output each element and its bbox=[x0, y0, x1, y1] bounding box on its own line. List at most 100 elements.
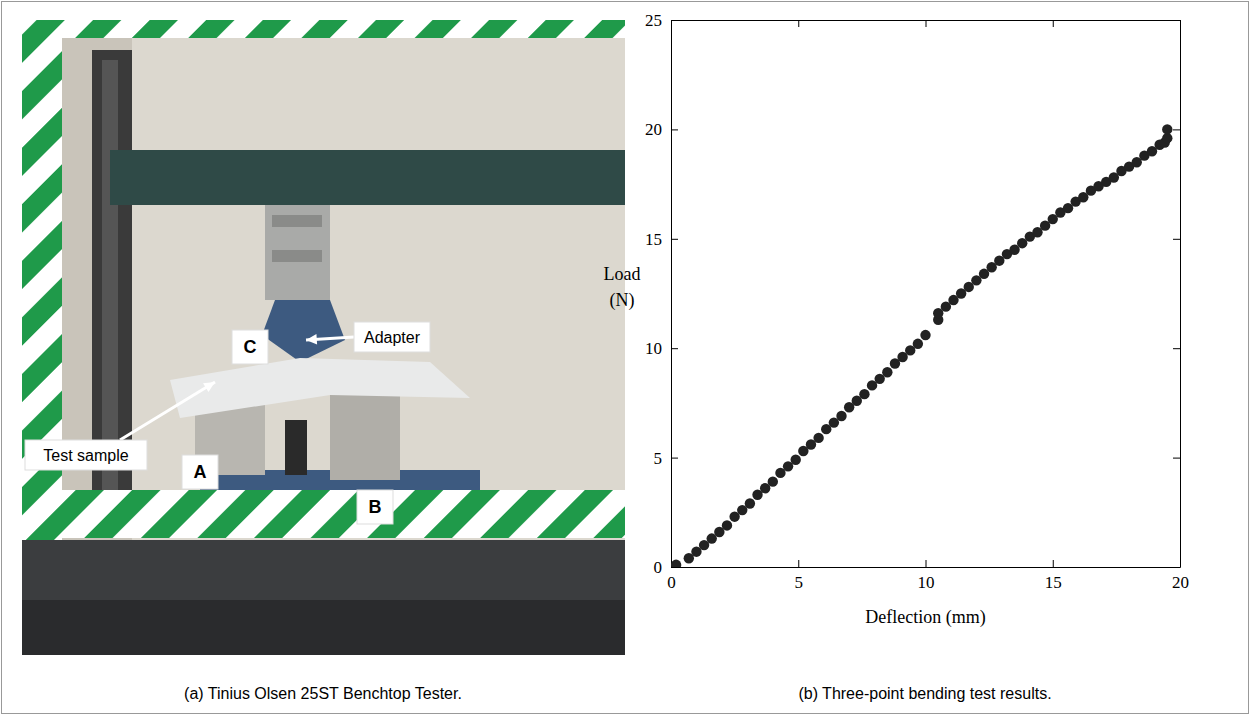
tick-mark bbox=[671, 348, 678, 349]
data-point bbox=[1162, 124, 1172, 134]
tick-label: 20 bbox=[645, 120, 662, 139]
data-point bbox=[913, 339, 923, 349]
tick bbox=[1173, 567, 1180, 568]
tick: 15 bbox=[645, 230, 678, 249]
load-cell-detail bbox=[272, 215, 322, 227]
bench-front bbox=[22, 600, 625, 655]
y-axis-title: Load(N) bbox=[604, 264, 641, 311]
data-point bbox=[768, 476, 778, 486]
points bbox=[671, 124, 1172, 567]
test-sample bbox=[170, 358, 470, 418]
tick: 15 bbox=[1045, 560, 1062, 592]
tick-mark bbox=[926, 560, 927, 567]
tick bbox=[798, 20, 799, 27]
figure: C Adapter Test sample A B (a) Tinius Olsen 25… bbox=[0, 0, 1250, 715]
axis-line bbox=[671, 21, 672, 568]
photo-label: A bbox=[194, 462, 207, 482]
tick-mark bbox=[1173, 239, 1180, 240]
chart: 0 5 10 15 20 0 5 10 15 20 25 Deflection (mm) Load(N) bbox=[604, 11, 1189, 628]
photo-label: Test sample bbox=[43, 447, 128, 464]
tick-label: 5 bbox=[654, 449, 663, 468]
tick-label: 15 bbox=[645, 230, 662, 249]
label-box bbox=[354, 322, 430, 352]
tick bbox=[1053, 20, 1054, 27]
tick-label: 5 bbox=[795, 573, 804, 592]
photo-label: C bbox=[244, 337, 257, 357]
tick-label: 10 bbox=[645, 339, 662, 358]
tick-label: 0 bbox=[654, 558, 663, 577]
tick-mark bbox=[1173, 348, 1180, 349]
label-arrow bbox=[120, 382, 215, 440]
data-point bbox=[859, 389, 869, 399]
bench bbox=[22, 540, 625, 655]
tick-label: 0 bbox=[667, 573, 676, 592]
photo-background bbox=[22, 20, 625, 655]
tick-mark bbox=[1053, 560, 1054, 567]
label-box bbox=[357, 490, 393, 524]
hazard-stripe bbox=[22, 20, 625, 38]
axis-line bbox=[1180, 21, 1181, 568]
x-axis: 0 5 10 15 20 bbox=[667, 560, 1189, 592]
tick-label: 25 bbox=[645, 11, 662, 30]
tick bbox=[1173, 20, 1180, 21]
tick-mark bbox=[1173, 129, 1180, 130]
tick-mark bbox=[671, 567, 678, 568]
tick-mark bbox=[671, 458, 678, 459]
arrow-head bbox=[203, 382, 215, 392]
photo-label: Adapter bbox=[364, 329, 421, 346]
photo-label: B bbox=[369, 497, 382, 517]
label-box bbox=[25, 440, 147, 470]
tick: 10 bbox=[918, 560, 935, 592]
tick: 5 bbox=[795, 560, 804, 592]
arrow-head bbox=[306, 334, 317, 344]
tick-mark bbox=[1173, 20, 1180, 21]
tick-mark bbox=[1173, 458, 1180, 459]
tick: 20 bbox=[645, 120, 678, 139]
tick bbox=[1173, 129, 1180, 130]
figure-border bbox=[2, 2, 1249, 714]
tick-label: 10 bbox=[918, 573, 935, 592]
tick-mark bbox=[1053, 20, 1054, 27]
label-box bbox=[182, 455, 218, 489]
data-point bbox=[671, 560, 681, 567]
load-cell-detail bbox=[272, 250, 322, 262]
data-point bbox=[813, 433, 823, 443]
tick-mark bbox=[671, 20, 678, 21]
tick bbox=[1173, 239, 1180, 240]
tick-mark bbox=[926, 20, 927, 27]
hazard-stripe bbox=[22, 490, 625, 538]
axis-line bbox=[672, 567, 1181, 568]
photo-panel: C Adapter Test sample A B bbox=[22, 20, 625, 655]
x-axis-top bbox=[672, 20, 1181, 27]
tick-mark bbox=[1173, 567, 1180, 568]
tick-label: 15 bbox=[1045, 573, 1062, 592]
data-point bbox=[920, 330, 930, 340]
tick-mark bbox=[671, 129, 678, 130]
caption: (b) Three-point bending test results. bbox=[798, 685, 1051, 702]
data-point bbox=[722, 520, 732, 530]
tick: 10 bbox=[645, 339, 678, 358]
tick bbox=[1173, 458, 1180, 459]
tick-mark bbox=[671, 239, 678, 240]
data-point bbox=[836, 411, 846, 421]
tick: 25 bbox=[645, 11, 678, 30]
x-axis-title: Deflection (mm) bbox=[865, 607, 985, 628]
y-axis: 0 5 10 15 20 25 bbox=[645, 11, 678, 577]
data-point bbox=[745, 498, 755, 508]
adapter bbox=[262, 300, 345, 362]
tick-label: 20 bbox=[1172, 573, 1189, 592]
y-axis-right bbox=[1173, 21, 1181, 568]
crosshead bbox=[110, 150, 625, 205]
tick: 5 bbox=[654, 449, 679, 468]
support-b bbox=[330, 395, 400, 480]
tick bbox=[926, 20, 927, 27]
caption: (a) Tinius Olsen 25ST Benchtop Tester. bbox=[184, 685, 462, 702]
load-cell bbox=[265, 205, 330, 300]
tick-mark bbox=[798, 560, 799, 567]
data-point bbox=[882, 367, 892, 377]
tick bbox=[1173, 348, 1180, 349]
tick-mark bbox=[798, 20, 799, 27]
centre-post bbox=[285, 420, 307, 475]
data-point bbox=[791, 455, 801, 465]
label-box bbox=[232, 330, 268, 364]
